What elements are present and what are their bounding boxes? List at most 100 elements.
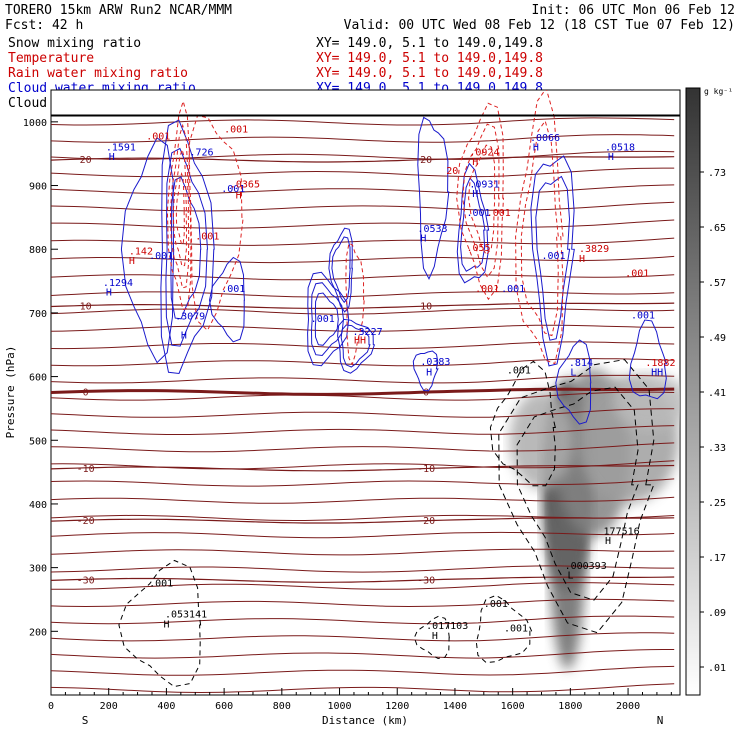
contour-extremum-label: .0924 (469, 148, 499, 159)
isotherm-line (51, 255, 675, 264)
isotherm-line (51, 565, 675, 573)
isotherm-line (51, 531, 675, 539)
contour-loop (172, 147, 188, 267)
y-axis-label: Pressure (hPa) (4, 346, 17, 439)
y-tick-label: 500 (29, 436, 47, 447)
isotherm-major-line (51, 464, 675, 472)
contour-loop (340, 324, 371, 368)
header-init: Init: 06 UTC Mon 06 Feb 12 (532, 3, 736, 18)
isotherm-line (51, 665, 675, 676)
contour-loop (187, 114, 244, 332)
colorbar: g kg⁻¹ .01 .09 .17 .25 .33 .41 .49 .57 .65 .73 (685, 87, 733, 696)
header-title: TORERO 15km ARW Run2 NCAR/MMM (5, 3, 232, 18)
isotherm-major-line (51, 156, 675, 163)
contour-extremum-label: H (605, 536, 611, 547)
field-range: XY= 149.0, 5.1 to 149.0,149.8 (316, 66, 543, 81)
contour-loop (460, 177, 486, 272)
x-axis-label: Distance (km) (322, 714, 408, 727)
colorbar-tick-label: .17 (708, 553, 726, 564)
contour-extremum-label: L (570, 367, 576, 378)
contour-loop (555, 339, 592, 425)
contour-extremum-label: .001 (487, 208, 511, 219)
contour-extremum-label: .001 (504, 623, 528, 634)
isotherm-line (51, 548, 675, 556)
contour-extremum-label: .0931 (469, 179, 499, 190)
colorbar-tick-label: .01 (708, 663, 726, 674)
contour-loop (456, 162, 490, 284)
contour-loop (120, 137, 175, 364)
contour-loop (475, 594, 533, 664)
y-tick-label: 400 (29, 500, 47, 511)
colorbar-tick-label: .25 (708, 498, 726, 509)
contour-loop (337, 318, 376, 374)
contour-extremum-label: .001 (195, 232, 219, 243)
isotherm-line (51, 582, 675, 590)
isotherm-line (51, 167, 675, 178)
y-axis: 200 300 400 500 600 700 800 900 1000 (23, 118, 58, 638)
field-name: Snow mixing ratio (8, 36, 141, 51)
contour-loop (516, 386, 639, 601)
x-tick-label: 800 (273, 701, 291, 712)
contour-loop (628, 319, 668, 400)
contour-annotations: H.053141.001H.017103.001.001L.000393H177… (103, 125, 676, 642)
y-tick-label: 900 (29, 182, 47, 193)
y-tick-label: 1000 (23, 118, 47, 129)
contour-extremum-label: .3227 (353, 327, 383, 338)
colorbar-tick-label: .57 (708, 278, 726, 289)
field-name: Temperature (8, 51, 94, 66)
contour-extremum-label: .814 (569, 358, 593, 369)
contour-extremum-label: H (533, 143, 539, 154)
contour-loop (208, 256, 245, 343)
x-tick-label: 200 (100, 701, 118, 712)
contour-loop (417, 116, 450, 280)
contour-extremum-label: H (164, 619, 170, 630)
contour-loop (462, 123, 500, 278)
contour-loop (160, 119, 215, 375)
isotherm-label: 10 (420, 302, 432, 313)
end-point-label: N (657, 714, 664, 727)
y-tick-label: 200 (29, 627, 47, 638)
isotherm-line (51, 308, 675, 315)
contour-loop (166, 99, 192, 311)
isotherm-line (51, 117, 675, 126)
contour-extremum-label: H (106, 288, 112, 299)
isotherm-line (51, 598, 675, 608)
isotherm-major-line (51, 576, 675, 583)
isotherm-line (51, 496, 675, 504)
contour-extremum-label: H (236, 190, 242, 201)
mixing-ratio-contours (118, 90, 668, 688)
contour-extremum-label: HH (651, 367, 663, 378)
isotherm-line (51, 291, 675, 298)
isotherm-label: -30 (77, 575, 95, 586)
contour-loop (307, 271, 350, 367)
contour-extremum-label: .0533 (417, 224, 447, 235)
isotherm-label: 0 (423, 388, 429, 399)
contour-extremum-label: .1882 (645, 358, 675, 369)
contour-loop (456, 102, 505, 301)
y-tick-label: 700 (29, 309, 47, 320)
colorbar-tick-label: .49 (708, 333, 726, 344)
isotherm-label: -30 (417, 575, 435, 586)
contour-extremum-label: H (432, 631, 438, 642)
x-tick-label: 400 (157, 701, 175, 712)
contour-extremum-label: .142 (129, 246, 153, 257)
contour-loop (413, 615, 450, 660)
contour-extremum-label: .000393 (565, 561, 607, 572)
isotherm-label: -20 (417, 516, 435, 527)
isotherm-label: 10 (80, 302, 92, 313)
isotherm-line (51, 219, 675, 229)
contour-loop (515, 90, 564, 365)
isotherm-label: -20 (77, 516, 95, 527)
x-tick-label: 1400 (443, 701, 467, 712)
y-tick-label: 800 (29, 245, 47, 256)
contour-extremum-label: H (129, 256, 135, 267)
contour-extremum-label: .001 (475, 284, 499, 295)
x-tick-label: 1600 (501, 701, 525, 712)
contour-loop (468, 144, 496, 256)
colorbar-tick-label: .41 (708, 388, 726, 399)
contour-extremum-label: H (472, 157, 478, 168)
x-tick-label: 1000 (327, 701, 351, 712)
isotherm-major-line (51, 517, 675, 524)
contour-extremum-label: .001 (149, 251, 173, 262)
